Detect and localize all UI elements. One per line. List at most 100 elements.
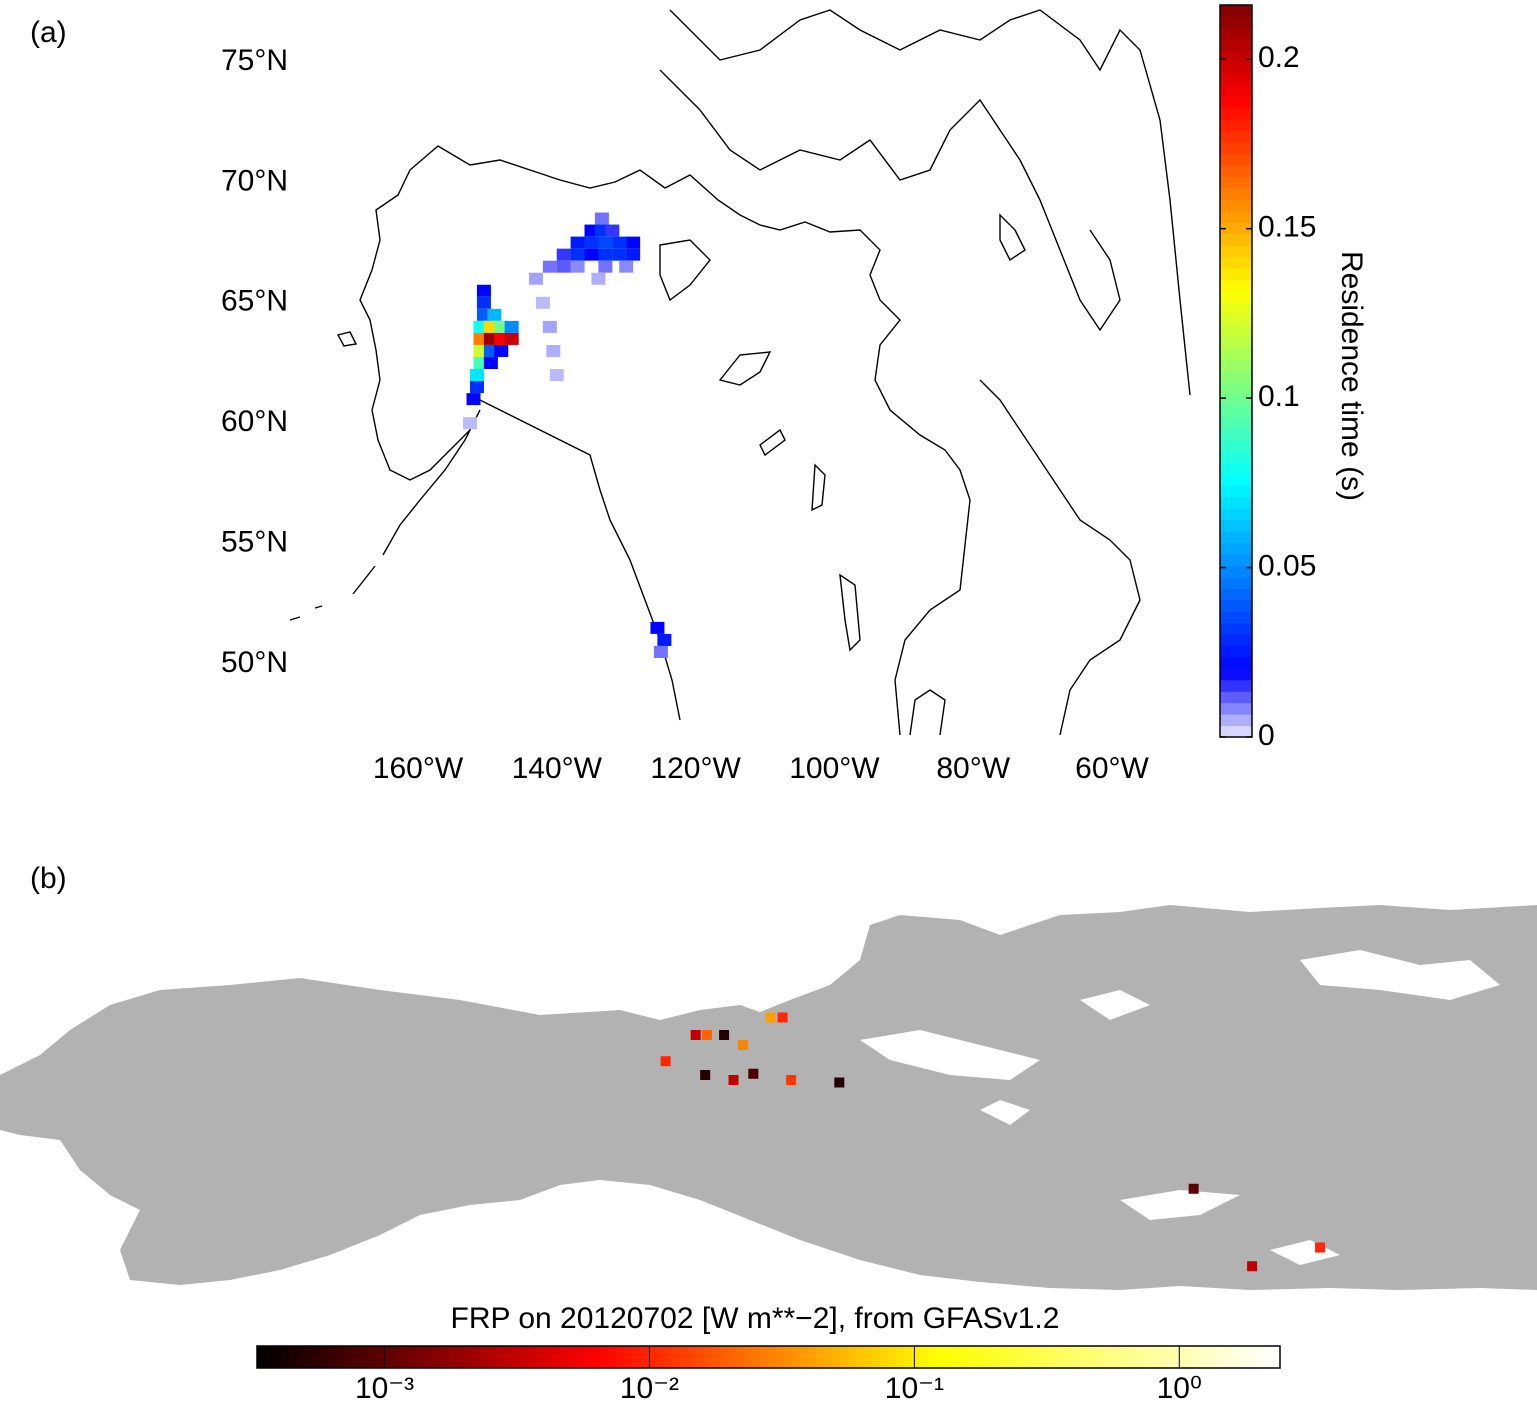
colorbar-step: [1220, 611, 1252, 624]
colorbar-step: [344, 1346, 354, 1368]
colorbar-step: [1220, 714, 1252, 727]
colorbar-step: [784, 1346, 793, 1368]
colorbar-step: [1220, 130, 1252, 143]
colorbar-step: [1220, 222, 1252, 235]
colorbar-step: [1220, 416, 1252, 429]
colorbar-step: [1220, 313, 1252, 326]
colorbar-step: [656, 1346, 666, 1368]
panel-label: (a): [30, 16, 67, 49]
fire-pixel: [690, 1030, 701, 1040]
colorbar-step: [1032, 1346, 1041, 1368]
colorbar-step: [1220, 85, 1252, 97]
colorbar-step: [1056, 1346, 1065, 1368]
colorbar-tick-label: 10⁻³: [355, 1372, 414, 1405]
colorbar-step: [1024, 1346, 1033, 1368]
residence-cell: [570, 236, 585, 249]
colorbar-tick-label: 10⁻²: [620, 1372, 679, 1405]
colorbar-step: [272, 1346, 282, 1368]
colorbar-step: [912, 1346, 921, 1368]
colorbar-step: [904, 1346, 913, 1368]
colorbar-step: [1220, 96, 1252, 109]
fire-pixel: [719, 1030, 730, 1040]
colorbar-step: [1220, 359, 1252, 372]
colorbar-step: [976, 1346, 985, 1368]
colorbar-step: [1220, 634, 1252, 646]
colorbar-step: [1128, 1346, 1137, 1368]
colorbar-step: [1220, 176, 1252, 189]
lat-tick-label: 55°N: [221, 526, 288, 559]
colorbar-step: [1272, 1346, 1281, 1368]
fire-pixel: [701, 1030, 712, 1040]
colorbar-step: [1220, 656, 1252, 669]
colorbar-step: [712, 1346, 722, 1368]
colorbar-step: [1216, 1346, 1225, 1368]
colorbar-step: [560, 1346, 570, 1368]
fire-pixel: [748, 1068, 759, 1079]
colorbar-step: [448, 1346, 458, 1368]
colorbar-step: [288, 1346, 298, 1368]
colorbar-step: [592, 1346, 602, 1368]
residence-cell: [605, 224, 620, 237]
residence-cell: [556, 260, 571, 273]
colorbar-step: [1248, 1346, 1257, 1368]
colorbar-step: [1136, 1346, 1145, 1368]
colorbar-step: [536, 1346, 546, 1368]
colorbar-step: [424, 1346, 434, 1368]
lat-tick-label: 60°N: [221, 405, 288, 438]
colorbar-step: [336, 1346, 346, 1368]
residence-cell: [591, 272, 606, 285]
colorbar-step: [1220, 336, 1252, 349]
colorbar-step: [360, 1346, 370, 1368]
colorbar-step: [512, 1346, 522, 1368]
colorbar-step: [456, 1346, 466, 1368]
fire-pixel: [660, 1056, 671, 1067]
colorbar-step: [680, 1346, 690, 1368]
colorbar-step: [1220, 485, 1252, 498]
colorbar-step: [704, 1346, 714, 1368]
fire-pixel: [1188, 1183, 1199, 1194]
colorbar-step: [1000, 1346, 1009, 1368]
fire-pixel: [1315, 1242, 1326, 1253]
lon-tick-label: 80°W: [936, 752, 1010, 785]
residence-cell: [653, 645, 668, 658]
lon-tick-label: 120°W: [650, 752, 741, 785]
colorbar-step: [760, 1346, 769, 1368]
colorbar-step: [1220, 188, 1252, 200]
colorbar-step: [1112, 1346, 1121, 1368]
lon-tick-label: 60°W: [1075, 752, 1149, 785]
colorbar-step: [1040, 1346, 1049, 1368]
colorbar-step: [1264, 1346, 1273, 1368]
colorbar-step: [1220, 233, 1252, 246]
colorbar-step: [968, 1346, 977, 1368]
colorbar-step: [1256, 1346, 1265, 1368]
fire-pixel: [700, 1070, 711, 1080]
colorbar-step: [1220, 473, 1252, 486]
colorbar-step: [488, 1346, 498, 1368]
colorbar-step: [1220, 107, 1252, 120]
fire-pixel: [777, 1012, 788, 1023]
colorbar-step: [1220, 622, 1252, 635]
colorbar-step: [1220, 691, 1252, 704]
lat-tick-label: 75°N: [221, 44, 288, 77]
colorbar-step: [1224, 1346, 1233, 1368]
colorbar-step: [728, 1346, 738, 1368]
colorbar-step: [1220, 50, 1252, 63]
lat-tick-label: 50°N: [221, 646, 288, 679]
colorbar-step: [520, 1346, 530, 1368]
colorbar-step: [888, 1346, 897, 1368]
colorbar-step: [816, 1346, 825, 1368]
colorbar-step: [257, 1346, 266, 1368]
land-mask: [0, 905, 1537, 1290]
panel-label: (b): [30, 862, 67, 895]
colorbar-step: [1220, 462, 1252, 475]
colorbar-step: [696, 1346, 706, 1368]
colorbar-step: [1104, 1346, 1113, 1368]
fire-pixel: [786, 1075, 797, 1085]
colorbar-tick-label: 0: [1258, 719, 1275, 752]
colorbar-step: [544, 1346, 554, 1368]
colorbar-step: [1220, 268, 1252, 280]
colorbar-step: [1220, 599, 1252, 612]
residence-cell: [476, 296, 491, 309]
colorbar-step: [1008, 1346, 1017, 1368]
